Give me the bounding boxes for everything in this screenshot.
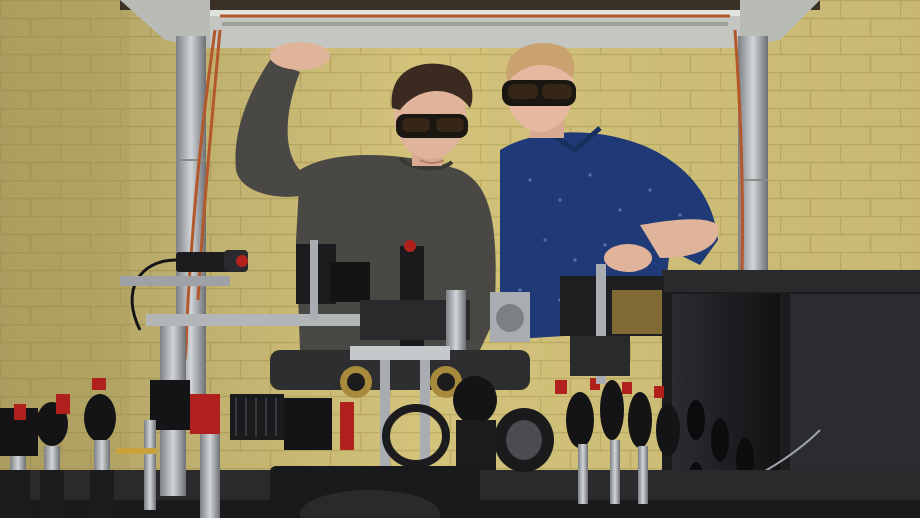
optics-stack [270,240,530,480]
optical-table [0,240,920,518]
forearm-right [640,219,719,258]
raised-hand [270,42,330,70]
hand-on-equipment [604,244,652,272]
raised-arm [235,60,300,197]
hair-left [391,63,473,110]
left-posts [0,378,156,518]
hair-right [506,43,575,82]
lens-mounts [144,264,680,518]
